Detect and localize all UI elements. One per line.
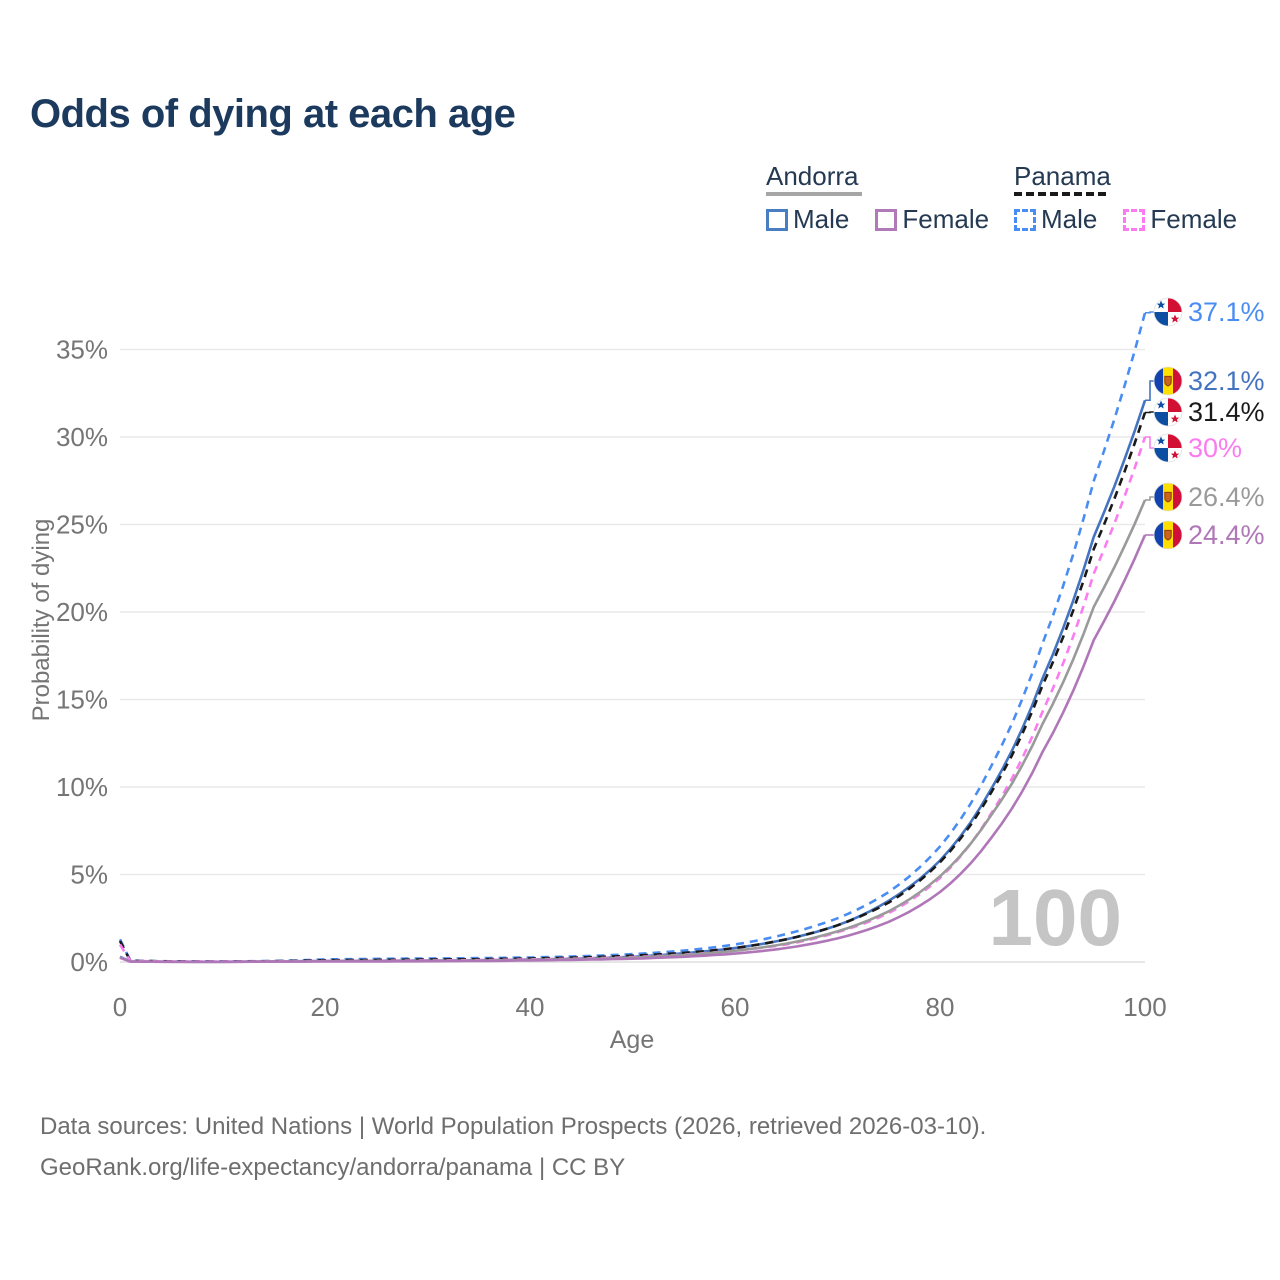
panama-flag-icon [1153, 433, 1183, 463]
end-label-panama: 31.4% [1153, 397, 1265, 427]
legend-swatch-andorra-male [766, 208, 788, 231]
legend-label-panama-female: Female [1150, 204, 1238, 234]
y-tick-label-15: 15% [56, 685, 108, 715]
x-tick-label-0: 0 [113, 992, 127, 1022]
label-connector-panama-female [1145, 436, 1154, 449]
age-watermark: 100 [988, 873, 1122, 962]
legend-label-andorra-female: Female [902, 204, 990, 234]
legend-items-panama: Male Female [1014, 204, 1237, 235]
x-axis-title: Age [609, 1026, 655, 1054]
x-tick-label-100: 100 [1123, 992, 1166, 1022]
end-label-panama-male: 37.1% [1153, 297, 1265, 327]
legend-label-andorra-male: Male [793, 204, 850, 234]
y-tick-label-35: 35% [56, 335, 108, 365]
footer-attribution: GeoRank.org/life-expectancy/andorra/pana… [40, 1154, 626, 1181]
legend-group-panama: Panama Male Female [1014, 162, 1237, 235]
panama-flag-icon [1153, 297, 1183, 327]
end-label-panama-female: 30% [1153, 433, 1242, 463]
label-connector-panama-male [1145, 311, 1154, 314]
legend-swatch-andorra-female [875, 208, 898, 231]
y-tick-label-5: 5% [70, 860, 108, 890]
legend: Andorra Male Female Panama Male Female [0, 162, 1280, 242]
footer: Data sources: United Nations | World Pop… [40, 1106, 986, 1188]
series-line-panama-male [118, 312, 1147, 963]
x-tick-label-80: 80 [926, 992, 955, 1022]
legend-group-title-andorra[interactable]: Andorra [766, 161, 859, 191]
end-label-value-panama: 31.4% [1188, 397, 1265, 427]
andorra-flag-icon [1153, 482, 1183, 512]
legend-group-title-panama[interactable]: Panama [1014, 161, 1111, 191]
x-tick-label-20: 20 [311, 992, 340, 1022]
end-label-value-andorra-male: 32.1% [1188, 366, 1265, 396]
legend-items-andorra: Male Female [766, 204, 989, 235]
x-tick-label-60: 60 [721, 992, 750, 1022]
legend-group-andorra: Andorra Male Female [766, 162, 989, 235]
y-tick-label-0: 0% [70, 947, 108, 977]
legend-item-andorra-male[interactable]: Male [766, 204, 849, 235]
label-connector-panama [1145, 411, 1154, 414]
end-label-andorra-male: 32.1% [1153, 366, 1265, 396]
end-label-andorra-female: 24.4% [1153, 520, 1265, 550]
panama-flag-icon [1153, 397, 1183, 427]
series-line-andorra-female [119, 534, 1147, 964]
andorra-flag-icon [1153, 366, 1183, 396]
footer-data-sources: Data sources: United Nations | World Pop… [40, 1113, 987, 1140]
andorra-flag-icon [1153, 520, 1183, 550]
y-axis-title: Probability of dying [28, 518, 55, 722]
legend-group-linestyle-andorra [766, 192, 862, 196]
y-tick-label-30: 30% [56, 422, 108, 452]
legend-group-linestyle-panama [1014, 192, 1106, 196]
y-tick-label-25: 25% [56, 510, 108, 540]
legend-item-andorra-female[interactable]: Female [875, 204, 989, 235]
end-label-value-panama-male: 37.1% [1188, 297, 1265, 327]
y-tick-label-20: 20% [56, 597, 108, 627]
end-label-value-andorra-female: 24.4% [1188, 520, 1265, 550]
x-tick-label-40: 40 [516, 992, 545, 1022]
legend-swatch-panama-male [1014, 208, 1036, 231]
end-label-andorra: 26.4% [1153, 482, 1265, 512]
legend-swatch-panama-female [1123, 208, 1146, 231]
end-label-value-panama-female: 30% [1188, 433, 1242, 463]
page-title: Odds of dying at each age [30, 92, 516, 136]
legend-item-panama-female[interactable]: Female [1123, 204, 1237, 235]
legend-item-panama-male[interactable]: Male [1014, 204, 1097, 235]
legend-label-panama-male: Male [1041, 204, 1098, 234]
label-connector-andorra [1145, 496, 1154, 501]
label-connector-andorra-male [1145, 380, 1154, 402]
end-label-value-andorra: 26.4% [1188, 482, 1265, 512]
y-tick-label-10: 10% [56, 772, 108, 802]
